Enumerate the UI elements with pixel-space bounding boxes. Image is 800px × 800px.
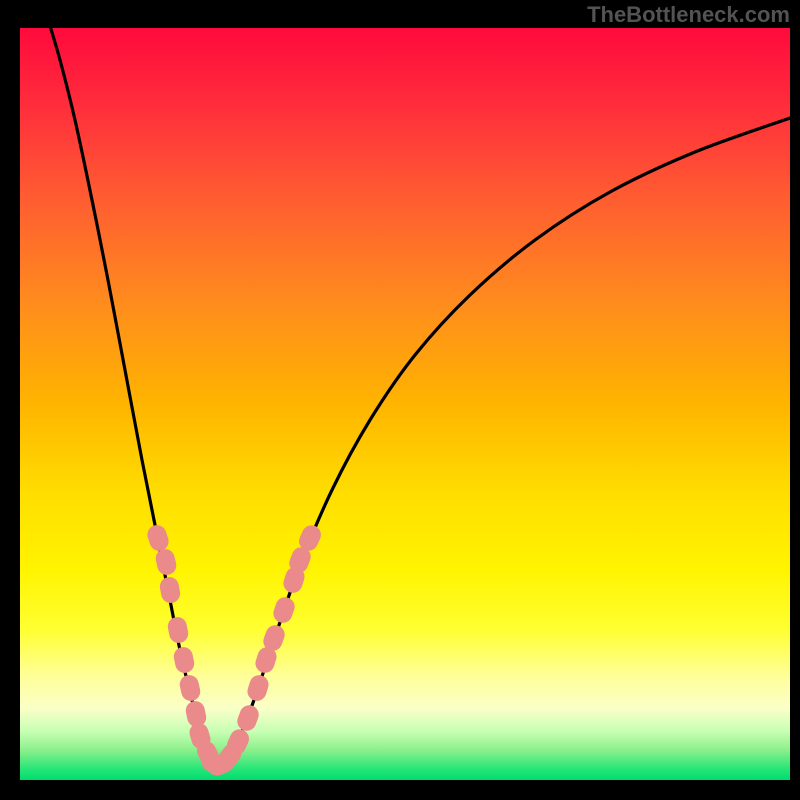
watermark-text: TheBottleneck.com bbox=[587, 2, 790, 28]
border-right bbox=[790, 0, 800, 800]
chart-root: TheBottleneck.com bbox=[0, 0, 800, 800]
gradient-background bbox=[20, 28, 790, 780]
border-left bbox=[0, 0, 20, 800]
border-bottom bbox=[0, 780, 800, 800]
chart-svg bbox=[0, 0, 800, 800]
